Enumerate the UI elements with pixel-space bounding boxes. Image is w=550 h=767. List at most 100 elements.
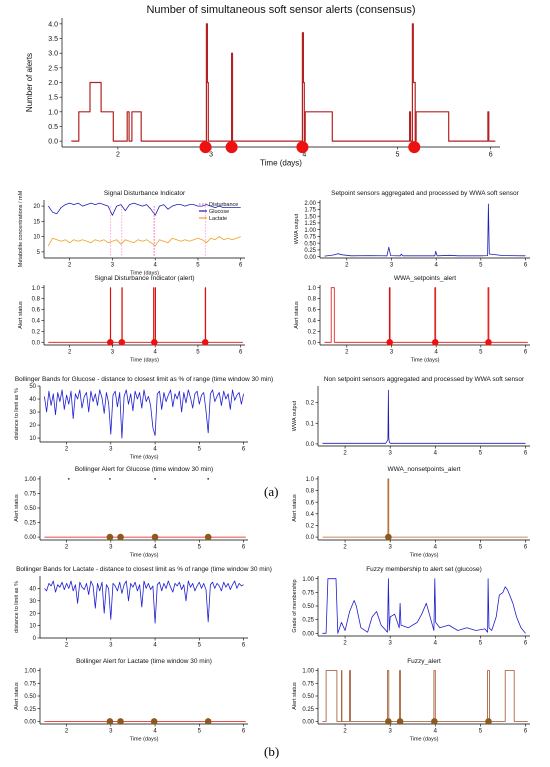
x-tick-label: 4 [153, 447, 157, 453]
y-tick-label: 0.50 [24, 694, 36, 700]
x-tick-label: 2 [116, 152, 120, 159]
x-tick-label: 6 [242, 729, 246, 735]
x-tick-label: 6 [239, 263, 243, 269]
x-tick-label: 4 [434, 451, 438, 457]
y-tick-label: 0.50 [24, 506, 36, 512]
x-tick-label: 2 [65, 729, 69, 735]
y-tick-label: 40 [29, 397, 36, 403]
series-line-alert [324, 287, 528, 343]
y-tick-label: 10 [33, 235, 40, 241]
y-tick-label: 4.0 [48, 21, 58, 28]
series-line-data [71, 23, 496, 142]
x-tick-label: 2 [345, 350, 349, 356]
y-axis-label: Alert status [14, 682, 20, 710]
alert-dot [154, 478, 156, 480]
chart-b6: Non setpoint sensors aggregated and proc… [292, 376, 530, 457]
series-line-glucose [47, 202, 241, 216]
x-tick-label: 4 [434, 350, 438, 356]
y-axis-label: Alert status [294, 301, 300, 329]
x-tick-label: 6 [489, 152, 493, 159]
x-tick-label: 2 [65, 643, 69, 649]
y-tick-label: 0.0 [306, 535, 315, 541]
y-tick-label: 20 [29, 611, 36, 617]
event-marker [151, 533, 159, 541]
x-tick-label: 2 [343, 729, 347, 735]
y-axis-label: Alert status [292, 494, 298, 522]
event-marker [106, 338, 114, 346]
y-tick-label: 0.75 [24, 492, 36, 498]
chart-title: Bollinger Bands for Glucose - distance t… [15, 376, 273, 383]
y-axis-label: Alert status [14, 494, 20, 522]
chart-b12: Fuzzy_alert 2 3 4 5 6 0.00 0.25 0.50 0.75 1.00 Time… [292, 658, 530, 743]
x-tick-label: 5 [479, 641, 483, 647]
x-tick-label: 4 [434, 545, 438, 551]
event-marker [151, 338, 158, 346]
x-tick-label: 3 [209, 152, 213, 159]
y-tick-label: 0.1 [306, 421, 315, 427]
y-tick-label: 0.25 [304, 248, 316, 254]
chart-title: Signal Disturbance Indicator (alert) [94, 275, 194, 282]
event-marker [117, 533, 124, 541]
series-line-glucose [44, 389, 244, 439]
x-tick-label: 2 [343, 641, 347, 647]
chart-title: Fuzzy_alert [407, 658, 441, 665]
event-marker [431, 338, 439, 346]
x-axis-label: Time (days) [130, 358, 159, 364]
chart-title: Number of simultaneous soft sensor alert… [146, 4, 415, 16]
y-tick-label: 1.00 [24, 477, 36, 483]
x-tick-label: 4 [153, 545, 157, 551]
y-tick-label: 0.25 [302, 618, 314, 624]
x-tick-label: 6 [524, 263, 528, 269]
x-tick-label: 4 [154, 350, 158, 356]
y-axis-label: WWA output [294, 213, 300, 244]
y-tick-label: 0.2 [306, 401, 315, 407]
event-marker [204, 533, 212, 541]
series-line-wwa-output [322, 389, 526, 444]
x-tick-label: 2 [65, 447, 69, 453]
chart-title: Signal Disturbance Indicator [104, 190, 186, 197]
x-tick-label: 5 [479, 263, 483, 269]
legend-item: Lactate [209, 216, 227, 222]
y-tick-label: 0.00 [24, 720, 36, 726]
x-tick-label: 6 [242, 447, 246, 453]
x-tick-label: 6 [524, 641, 528, 647]
x-tick-label: 5 [479, 545, 483, 551]
chart-title: WWA_nonsetpoints_alert [387, 466, 460, 473]
y-axis-label: Alert status [292, 682, 298, 710]
event-marker [386, 338, 394, 346]
x-tick-label: 5 [198, 545, 202, 551]
y-tick-label: 50 [29, 384, 36, 390]
y-axis-label: Grade of membership [292, 579, 298, 632]
chart-b9: Bollinger Bands for Lactate - distance t… [14, 566, 272, 649]
x-axis-label: Time (days) [410, 737, 439, 743]
event-marker [118, 338, 126, 346]
y-tick-label: 0.0 [306, 442, 315, 448]
y-tick-label: 0.6 [32, 308, 41, 314]
x-tick-label: 2 [65, 545, 69, 551]
y-tick-label: 1.50 [304, 214, 316, 220]
y-axis-label: distance to limit as % [14, 581, 20, 633]
x-tick-label: 5 [396, 152, 400, 159]
y-tick-label: 1.5 [48, 95, 58, 102]
x-tick-label: 3 [109, 545, 113, 551]
x-tick-label: 6 [524, 350, 528, 356]
y-tick-label: 1.0 [308, 286, 317, 292]
y-axis-label: distance to limit as % [14, 388, 20, 440]
x-tick-label: 3 [388, 451, 392, 457]
y-tick-label: 0.00 [304, 255, 316, 261]
event-marker [204, 718, 212, 725]
chart-b1: Signal Disturbance Indicator 2 3 4 5 6 5 10 15 20… [18, 190, 245, 277]
y-tick-label: 0.75 [304, 235, 316, 241]
y-tick-label: 0.0 [32, 340, 41, 346]
series-line-lactate [44, 580, 244, 624]
y-tick-label: 0.2 [308, 329, 317, 335]
y-tick-label: 2.5 [48, 65, 58, 72]
x-tick-label: 2 [343, 451, 347, 457]
event-marker [201, 338, 209, 346]
y-tick-label: 0.75 [24, 681, 36, 687]
chart-b8: WWA_nonsetpoints_alert 2 3 4 5 6 0.0 0.2 0.4 0.6 0… [292, 466, 530, 559]
event-marker [396, 718, 404, 725]
event-marker [150, 718, 158, 725]
x-tick-label: 3 [388, 729, 392, 735]
